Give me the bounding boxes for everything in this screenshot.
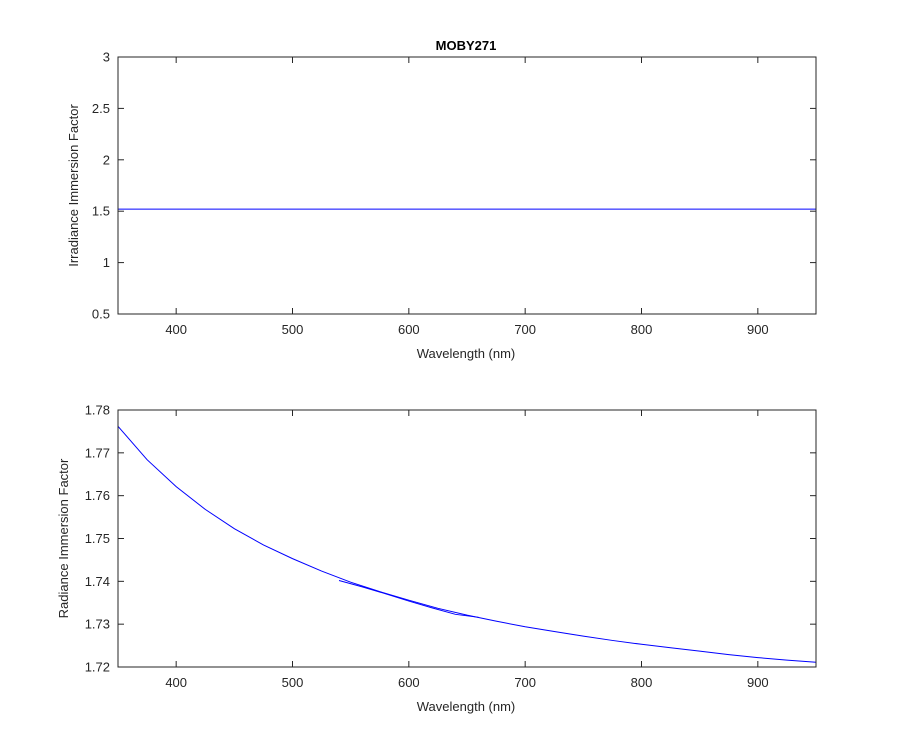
irradiance-axes-frame [117, 56, 817, 315]
radiance-y-tick-label: 1.77 [85, 445, 110, 460]
radiance-x-tick-label: 600 [398, 675, 420, 690]
radiance-x-tick-label: 500 [282, 675, 304, 690]
radiance-plot: 400 500 600 700 800 900 1.72 1.73 1.74 1.75 1.76 1.… [56, 403, 817, 714]
radiance-y-axis-label: Radiance Immersion Factor [56, 458, 71, 618]
irradiance-x-tick-label: 800 [631, 322, 653, 337]
radiance-series-line-1 [117, 425, 817, 663]
irradiance-x-tick-label: 900 [747, 322, 769, 337]
radiance-x-tick-label: 700 [514, 675, 536, 690]
radiance-y-tick-label: 1.72 [85, 660, 110, 675]
irradiance-x-tick-label: 400 [165, 322, 187, 337]
radiance-series [117, 425, 817, 663]
radiance-y-tick-label: 1.76 [85, 488, 110, 503]
irradiance-x-tick-label: 500 [282, 322, 304, 337]
radiance-x-tick-label: 800 [631, 675, 653, 690]
radiance-y-tick-label: 1.75 [85, 531, 110, 546]
irradiance-y-tick-label: 0.5 [92, 307, 110, 322]
radiance-y-tick-label: 1.73 [85, 617, 110, 632]
radiance-ticks: 400 500 600 700 800 900 1.72 1.73 1.74 1.75 1.76 1.… [85, 403, 816, 690]
radiance-y-tick-label: 1.74 [85, 574, 110, 589]
irradiance-ticks: 400 500 600 700 800 900 0.5 1 1.5 2 2.5 3 [92, 50, 816, 337]
irradiance-x-tick-label: 700 [514, 322, 536, 337]
radiance-y-tick-label: 1.78 [85, 403, 110, 418]
irradiance-plot: MOBY271 400 500 600 700 800 900 0.5 1 1.5 2 2.5 3 W… [66, 38, 817, 361]
radiance-series-line-2 [338, 579, 479, 618]
irradiance-y-tick-label: 1 [103, 255, 110, 270]
irradiance-x-tick-label: 600 [398, 322, 420, 337]
chart-title: MOBY271 [436, 38, 497, 53]
radiance-x-tick-label: 400 [165, 675, 187, 690]
irradiance-y-axis-label: Irradiance Immersion Factor [66, 104, 81, 267]
irradiance-y-tick-label: 1.5 [92, 204, 110, 219]
radiance-axes-frame [117, 409, 817, 668]
irradiance-y-tick-label: 3 [103, 50, 110, 65]
radiance-x-tick-label: 900 [747, 675, 769, 690]
irradiance-y-tick-label: 2 [103, 152, 110, 167]
irradiance-y-tick-label: 2.5 [92, 101, 110, 116]
radiance-x-axis-label: Wavelength (nm) [417, 699, 516, 714]
irradiance-x-axis-label: Wavelength (nm) [417, 346, 516, 361]
